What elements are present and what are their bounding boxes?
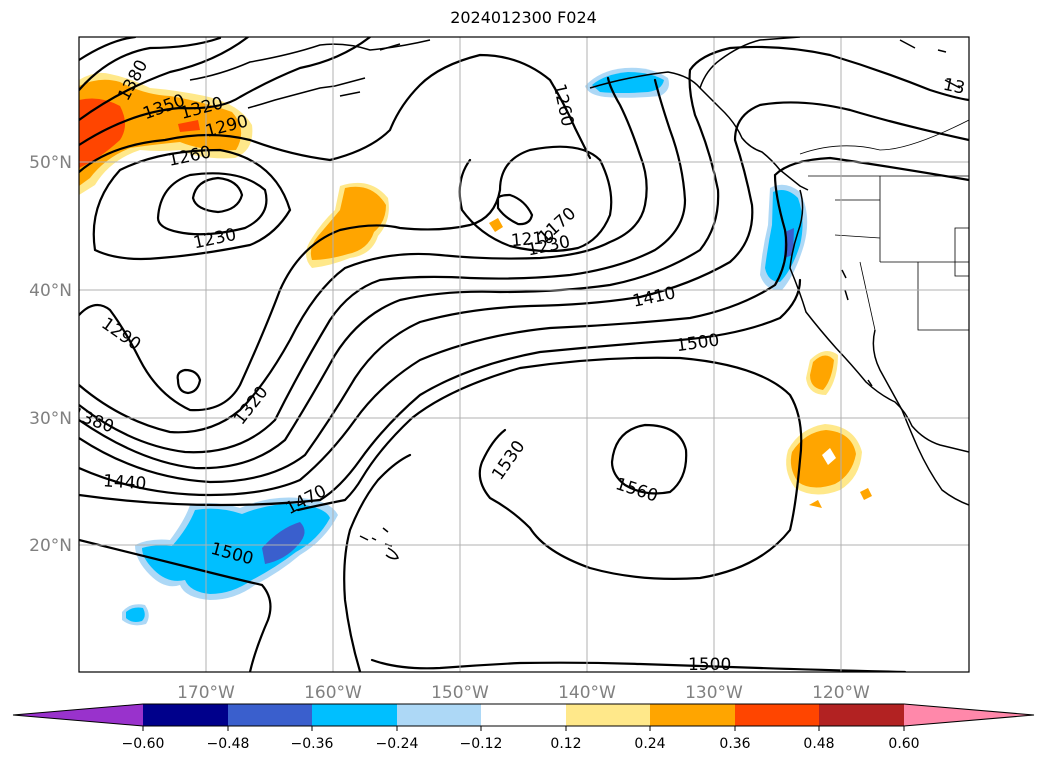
map-title: 2024012300 F024	[450, 8, 597, 27]
map-frame	[78, 36, 970, 673]
lon-label-150w: 150°W	[431, 683, 489, 703]
colorbar-tick-label: 0.12	[550, 736, 581, 752]
contour-label: 1440	[102, 471, 147, 494]
colorbar-swatch	[819, 704, 904, 726]
colorbar-extend-low	[13, 704, 143, 726]
lat-label-20n: 20°N	[29, 536, 72, 556]
colorbar-tick-label: 0.60	[888, 736, 919, 752]
colorbar-swatch	[735, 704, 819, 726]
lon-label-130w: 130°W	[685, 683, 743, 703]
colorbar: −0.60 −0.48 −0.36 −0.24 −0.12 0.12 0.24 …	[12, 703, 1035, 752]
lat-label-30n: 30°N	[29, 409, 72, 429]
contour-label: 1500	[688, 655, 731, 675]
lon-label-170w: 170°W	[177, 683, 235, 703]
map-area: 1380 1350 1320 1290 1260 1230 1260 1210 …	[79, 37, 969, 675]
colorbar-tick-label: 0.36	[719, 736, 750, 752]
colorbar-swatch	[312, 704, 397, 726]
colorbar-swatch	[566, 704, 650, 726]
lon-label-160w: 160°W	[304, 683, 362, 703]
shaded-field	[79, 67, 872, 626]
colorbar-swatch	[650, 704, 735, 726]
coastline	[189, 37, 969, 560]
colorbar-tick-label: −0.60	[122, 736, 165, 752]
colorbar-swatch	[228, 704, 312, 726]
colorbar-tick-label: 0.48	[803, 736, 834, 752]
lon-label-140w: 140°W	[558, 683, 616, 703]
graticule	[79, 37, 969, 672]
colorbar-tick-label: −0.36	[291, 736, 334, 752]
colorbar-tick-label: −0.24	[376, 736, 419, 752]
colorbar-swatch	[481, 704, 566, 726]
colorbar-swatch	[397, 704, 481, 726]
latitude-labels: 50°N 40°N 30°N 20°N	[29, 153, 72, 556]
lat-label-40n: 40°N	[29, 281, 72, 301]
colorbar-tick-label: −0.48	[207, 736, 250, 752]
colorbar-tick-label: 0.24	[634, 736, 665, 752]
colorbar-extend-high	[904, 704, 1034, 726]
colorbar-tick-label: −0.12	[460, 736, 503, 752]
contour-lines	[79, 37, 969, 672]
contour-label: 13	[941, 75, 966, 99]
colorbar-swatch	[143, 704, 228, 726]
longitude-labels: 170°W 160°W 150°W 140°W 130°W 120°W	[177, 683, 870, 703]
contour-label: 1210	[510, 227, 555, 251]
lon-label-120w: 120°W	[812, 683, 870, 703]
lat-label-50n: 50°N	[29, 153, 72, 173]
